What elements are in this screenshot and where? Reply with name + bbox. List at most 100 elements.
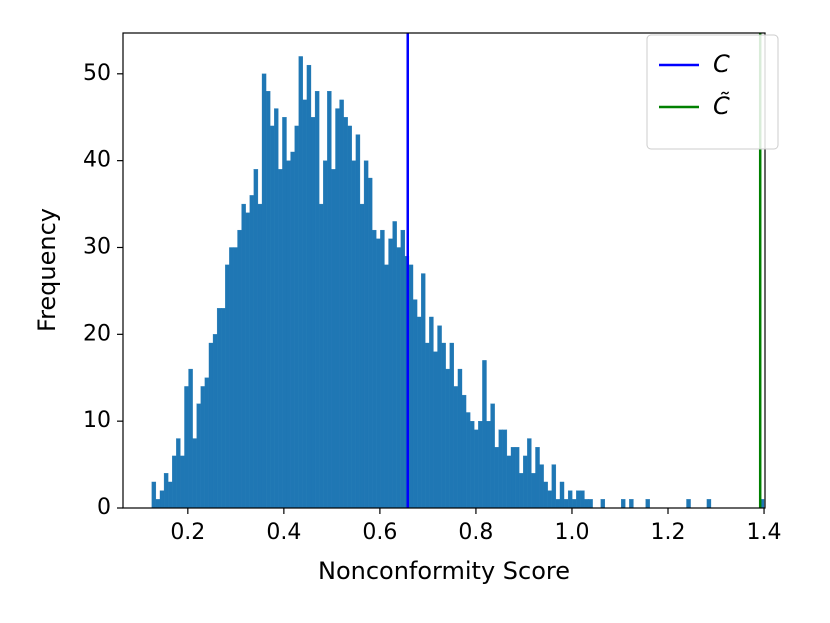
bar (482, 360, 487, 509)
bar (155, 499, 161, 509)
bar (421, 273, 426, 509)
bar (457, 368, 463, 509)
x-tick-label: 0.8 (458, 520, 493, 545)
bar (535, 447, 540, 509)
y-tick-label: 30 (83, 234, 111, 259)
bar (486, 421, 491, 509)
bar (416, 316, 422, 509)
bar (233, 247, 238, 509)
legend-label: C (713, 50, 730, 78)
bar (470, 421, 475, 509)
bar (204, 377, 210, 509)
bar (167, 481, 173, 509)
x-tick-label: 0.6 (362, 520, 397, 545)
bar (392, 221, 397, 509)
bar (474, 429, 479, 509)
bar (229, 247, 234, 509)
bar (400, 229, 406, 509)
bar (343, 117, 348, 509)
bar (196, 403, 201, 509)
bar (408, 264, 414, 509)
bar (523, 455, 528, 509)
bar (270, 125, 275, 509)
bar (192, 438, 197, 509)
bar (429, 316, 434, 509)
bar (449, 342, 454, 509)
y-axis-label: Frequency (33, 208, 61, 332)
bar (290, 151, 295, 509)
bar (331, 169, 336, 509)
bar (510, 447, 516, 509)
x-tick-label: 1.4 (747, 520, 782, 545)
x-axis-label: Nonconformity Score (318, 557, 570, 585)
bar (261, 73, 267, 509)
bar (547, 490, 552, 509)
bar (588, 499, 593, 509)
bar (465, 412, 471, 509)
bar (437, 325, 442, 509)
bar (445, 368, 450, 509)
bar (518, 473, 524, 509)
bar (384, 264, 389, 509)
bar (323, 160, 328, 509)
bar (584, 499, 589, 509)
bar (286, 160, 291, 509)
bar (274, 108, 279, 509)
y-tick-label: 50 (83, 61, 111, 86)
bar (302, 99, 308, 509)
bar (216, 308, 222, 509)
bar (543, 481, 548, 509)
bar (621, 499, 626, 509)
bar (506, 455, 512, 509)
legend-label: C̃ (713, 92, 730, 120)
bar (494, 447, 499, 509)
bar (163, 473, 169, 509)
bar (425, 342, 430, 509)
bar (237, 229, 242, 509)
bar (282, 117, 287, 509)
bar (572, 499, 577, 509)
bar (490, 403, 495, 509)
bar (249, 195, 254, 509)
bar (335, 108, 340, 509)
bar (314, 91, 320, 509)
bar (441, 342, 446, 509)
bar (576, 490, 581, 509)
bar (298, 56, 303, 509)
bar (151, 481, 157, 509)
bar (351, 160, 357, 509)
bar (453, 386, 459, 509)
bar (327, 91, 332, 509)
x-tick-label: 0.2 (170, 520, 205, 545)
bar (478, 421, 483, 509)
bar (629, 499, 634, 509)
bar (600, 499, 606, 509)
bar (363, 160, 369, 509)
bar (319, 203, 324, 509)
y-tick-label: 20 (83, 321, 111, 346)
bar (172, 455, 177, 509)
bar (208, 342, 214, 509)
bar (159, 490, 165, 509)
bar (527, 438, 532, 509)
bar (514, 447, 520, 509)
bar (265, 91, 271, 509)
bar (380, 229, 385, 509)
y-tick-label: 40 (83, 148, 111, 173)
bar (359, 203, 365, 509)
bar (396, 247, 401, 509)
bar (188, 368, 193, 509)
bar (372, 229, 377, 509)
bar (555, 499, 561, 509)
bar (461, 394, 467, 509)
bar (539, 464, 544, 509)
x-tick-label: 1.2 (651, 520, 686, 545)
bar (563, 499, 569, 509)
bar (706, 499, 712, 509)
bar (531, 473, 536, 509)
bar (376, 238, 381, 509)
bar (498, 429, 503, 509)
bar (176, 438, 181, 509)
